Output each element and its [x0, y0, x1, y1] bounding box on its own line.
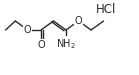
Text: O: O [37, 40, 45, 50]
Text: HCl: HCl [95, 3, 116, 16]
Text: O: O [75, 16, 82, 26]
Text: O: O [24, 25, 32, 35]
Text: NH$_2$: NH$_2$ [56, 37, 76, 51]
